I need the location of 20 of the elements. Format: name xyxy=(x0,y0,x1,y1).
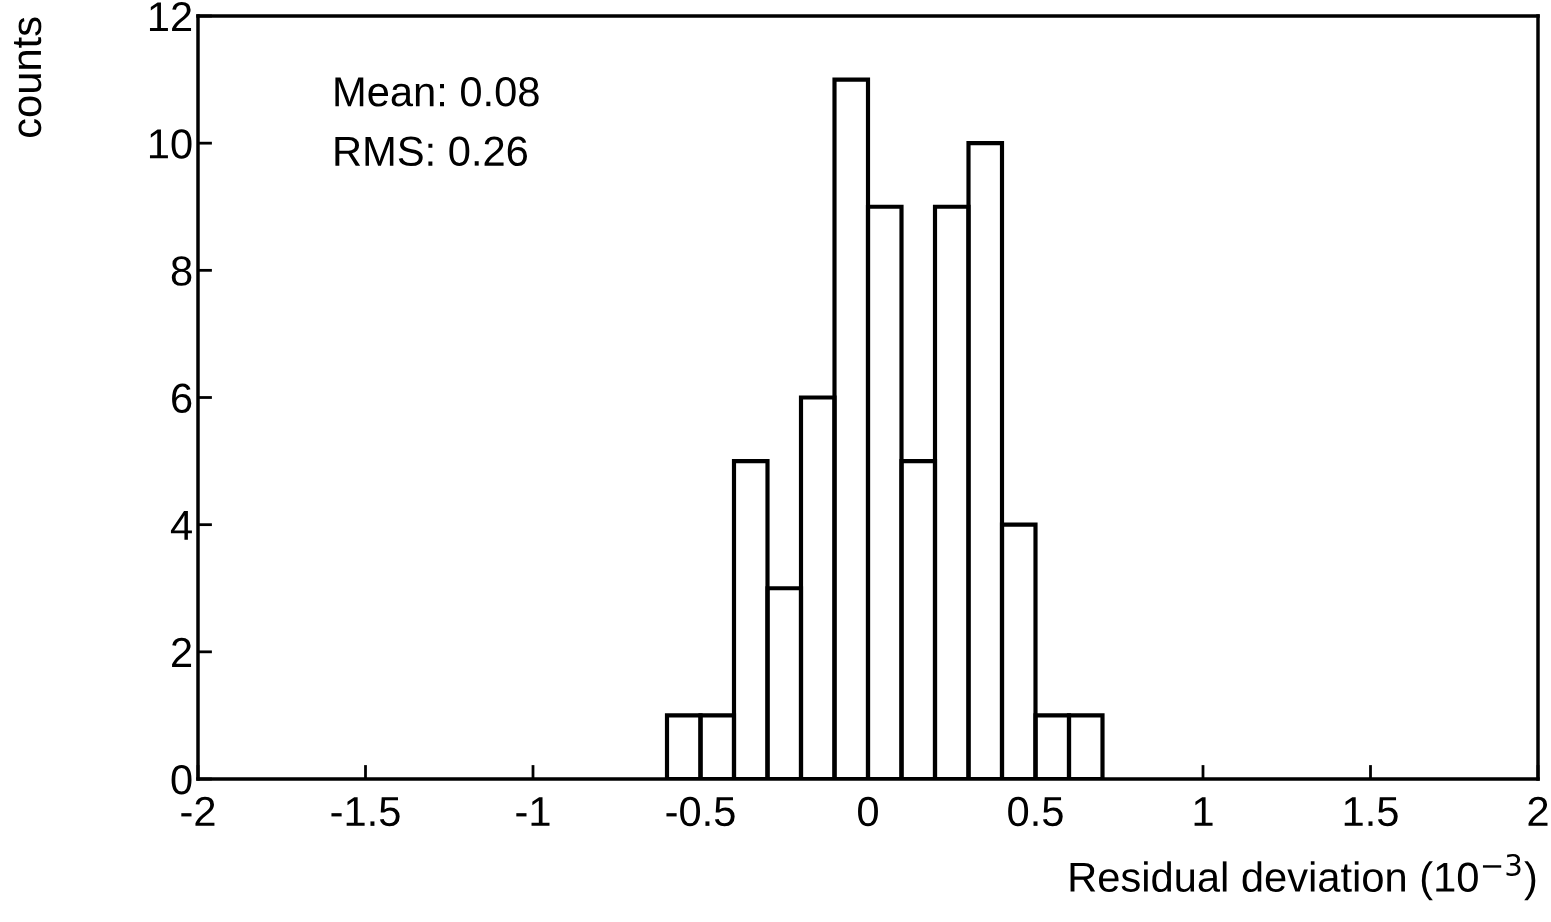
y-tick-label: 8 xyxy=(171,256,192,286)
x-tick-label: 0 xyxy=(858,796,878,827)
y-tick-label: 0 xyxy=(171,765,192,795)
annotation: Mean: 0.08 xyxy=(335,77,539,107)
y-tick-label: 2 xyxy=(172,637,192,667)
annotation: RMS: 0.26 xyxy=(335,136,528,167)
x-tick-label: 0.5 xyxy=(1008,796,1063,827)
x-tick-label: -1 xyxy=(516,797,550,826)
y-tick-label: 10 xyxy=(149,129,192,159)
x-axis-title: Residual deviation (10$^{−3}$) xyxy=(1070,853,1536,901)
x-tick-label: 2 xyxy=(1528,796,1548,826)
x-tick-label: -0.5 xyxy=(666,796,735,827)
y-tick-label: 6 xyxy=(172,383,192,414)
y-axis-title: counts xyxy=(13,17,42,137)
y-tick-label: 4 xyxy=(170,511,192,540)
x-tick-label: 1 xyxy=(1194,797,1213,826)
x-tick-label: -2 xyxy=(181,796,215,826)
x-tick-label: -1.5 xyxy=(331,797,400,827)
x-tick-label: 1.5 xyxy=(1344,797,1398,827)
y-tick-label: 12 xyxy=(149,2,192,32)
